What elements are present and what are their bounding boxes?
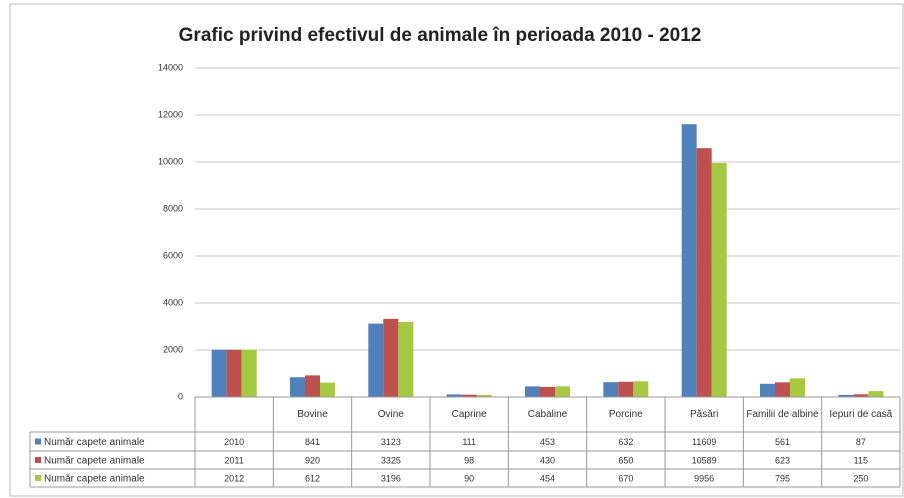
table-value: 10589 (692, 455, 717, 465)
category-header: Bovine (297, 408, 328, 420)
y-tick-label: 4000 (163, 297, 183, 307)
y-tick-label: 12000 (158, 109, 183, 119)
category-header: Iepuri de casă (829, 408, 893, 420)
table-value: 670 (618, 473, 633, 483)
bar (603, 382, 619, 397)
category-header: Păsări (689, 408, 719, 420)
table-value: 920 (305, 455, 320, 465)
chart-border (9, 3, 904, 497)
legend-label: Număr capete animale (44, 474, 145, 485)
bar (760, 383, 775, 397)
table-value: 2010 (224, 437, 244, 447)
y-tick-label: 8000 (163, 203, 183, 213)
table-value: 90 (464, 473, 474, 483)
table-value: 795 (775, 473, 790, 483)
bar (226, 349, 242, 397)
table-value: 98 (464, 455, 474, 465)
table-value: 430 (540, 455, 555, 465)
bar (383, 318, 399, 397)
legend-label: Număr capete animale (44, 456, 145, 467)
table-value: 111 (462, 437, 476, 447)
legend-swatch (35, 438, 41, 445)
x-tick-label: Bovine (297, 408, 328, 420)
y-tick-label: 10000 (158, 156, 183, 166)
table-value: 454 (540, 473, 555, 483)
bar (476, 394, 492, 397)
bar (618, 381, 634, 397)
table-value: 11609 (692, 437, 716, 447)
x-tick-label: Iepuri de casă (829, 408, 893, 420)
bar (525, 386, 540, 397)
x-tick-label: Familii de albine (746, 408, 819, 420)
table-value: 841 (305, 437, 320, 447)
bar (696, 148, 712, 397)
bar (211, 349, 227, 397)
category-header: Caprine (451, 408, 487, 420)
x-tick-label: Caprine (451, 408, 487, 420)
x-tick-label: Ovine (377, 408, 404, 420)
bar (681, 124, 697, 397)
bar (368, 323, 384, 397)
bar (775, 382, 790, 397)
legend-label: Număr capete animale (44, 437, 145, 448)
bar (320, 382, 335, 397)
bar (398, 321, 414, 397)
bar (446, 394, 462, 397)
category-header: Porcine (608, 408, 643, 420)
bar (868, 391, 884, 397)
category-header: Cabaline (527, 408, 568, 420)
category-header: Familii de albine (746, 408, 819, 420)
table-value: 3123 (381, 437, 401, 447)
table-value: 2012 (224, 473, 244, 483)
table-value: 612 (305, 473, 320, 483)
bar (555, 386, 570, 397)
bar (838, 394, 854, 397)
bar (711, 163, 727, 397)
y-tick-label: 14000 (158, 62, 183, 72)
x-tick-label: Păsări (689, 408, 719, 420)
table-value: 3325 (381, 455, 401, 465)
bar (461, 394, 477, 397)
legend-swatch (35, 457, 41, 463)
bar (633, 381, 649, 397)
table-value: 623 (775, 455, 790, 465)
table-value: 632 (618, 437, 633, 447)
bar (540, 386, 555, 397)
y-tick-label: 2000 (163, 344, 183, 354)
x-tick-label: Porcine (608, 408, 643, 420)
y-tick-label: 0 (178, 391, 183, 401)
table-value: 561 (775, 437, 790, 447)
table-value: 115 (854, 455, 868, 465)
bar (305, 375, 320, 397)
legend-swatch (35, 475, 41, 481)
table-value: 650 (618, 455, 633, 465)
x-tick-label: Cabaline (527, 408, 568, 420)
table-value: 250 (853, 473, 868, 483)
bar (853, 394, 869, 397)
bar (241, 349, 257, 397)
y-tick-label: 6000 (163, 250, 183, 260)
chart-title: Grafic privind efectivul de animale în p… (179, 25, 702, 46)
category-header: Ovine (377, 408, 404, 420)
table-value: 9956 (694, 473, 714, 483)
table-value: 2011 (224, 455, 243, 465)
table-value: 3196 (381, 473, 401, 483)
bar (790, 378, 805, 397)
table-value: 87 (856, 437, 866, 447)
bar (290, 377, 305, 397)
table-value: 453 (540, 437, 555, 447)
